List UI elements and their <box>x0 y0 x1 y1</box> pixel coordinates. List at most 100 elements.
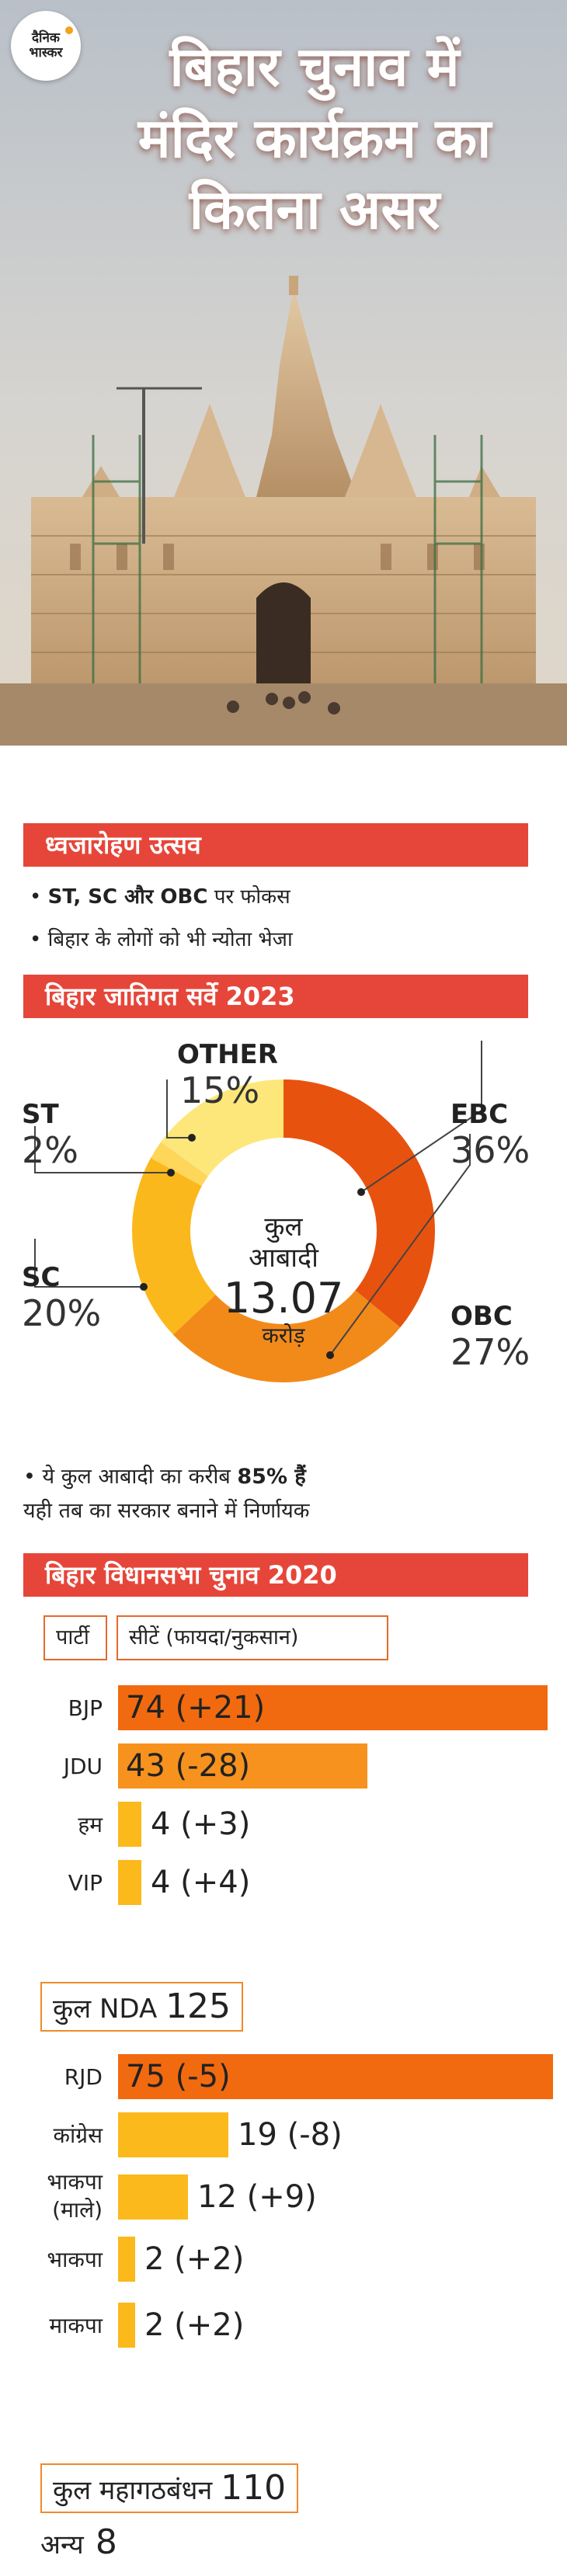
donut-center: कुल आबादी 13.07 करोड़ <box>202 1212 365 1348</box>
mgb-total-box: कुल महागठबंधन 110 <box>40 2463 299 2513</box>
party-label-6-line-0: भाकपा <box>47 2169 103 2195</box>
leader-line-ebc <box>360 1041 482 1193</box>
party-label-3: VIP <box>68 1869 103 1897</box>
bar-value-label-8: 2 (+2) <box>144 2307 245 2343</box>
column-header-seats: सीटें (फायदा/नुकसान) <box>117 1615 388 1660</box>
label-sc-name: SC <box>22 1262 61 1293</box>
bullet-item-1: • ST, SC और OBC पर फोकस <box>30 885 290 909</box>
mgb-total-value: 110 <box>221 2468 287 2508</box>
leader-line-sc <box>34 1239 144 1288</box>
party-label-1: JDU <box>64 1753 103 1781</box>
label-obc-value: 27% <box>450 1331 530 1373</box>
leader-line-st-dot <box>167 1169 175 1177</box>
bar-value-label-4: 75 (-5) <box>126 2059 231 2095</box>
center-line2: आबादी <box>249 1243 318 1274</box>
note-line-1-bold: 85% हैं <box>237 1465 306 1489</box>
survey-note: • ये कुल आबादी का करीब 85% हैं यही तब का… <box>23 1460 310 1528</box>
leader-line-obc-dot <box>326 1351 334 1359</box>
label-other-value: 15% <box>180 1069 260 1111</box>
note-line-1-prefix: • ये कुल आबादी का करीब <box>23 1465 238 1489</box>
bar-value-label-2: 4 (+3) <box>151 1806 251 1842</box>
temple-illustration <box>0 0 567 815</box>
bar-0 <box>118 1685 548 1730</box>
section-heading-flag-festival: ध्वजारोहण उत्सव <box>23 823 528 867</box>
logo-line1: दैनिक <box>32 30 60 46</box>
party-label-5: कांग्रेस <box>54 2122 103 2150</box>
label-st: ST 2% <box>22 1099 78 1170</box>
label-st-value: 2% <box>22 1129 78 1171</box>
party-label-0: BJP <box>68 1695 103 1723</box>
nda-total-label: कुल NDA <box>53 1994 158 2025</box>
leader-line-sc-dot <box>140 1283 148 1291</box>
leader-line-other-dot <box>188 1134 196 1142</box>
title-line-2: मंदिर कार्यक्रम का <box>137 106 492 170</box>
center-unit: करोड़ <box>262 1323 305 1348</box>
bar-2 <box>118 1802 141 1847</box>
party-label-0-line-0: BJP <box>68 1695 103 1721</box>
label-obc-name: OBC <box>450 1301 513 1332</box>
section-heading-election-2020: बिहार विधानसभा चुनाव 2020 <box>23 1553 528 1597</box>
label-obc: OBC 27% <box>450 1301 530 1372</box>
party-label-1-line-0: JDU <box>63 1754 103 1779</box>
label-sc-value: 20% <box>22 1292 102 1334</box>
bullet-item-2: • बिहार के लोगों को भी न्योता भेजा <box>30 928 293 951</box>
others-value: 8 <box>95 2522 117 2562</box>
party-label-4-line-0: RJD <box>64 2064 103 2090</box>
title-line-1: बिहार चुनाव में <box>169 35 460 99</box>
bar-7 <box>118 2237 135 2282</box>
party-label-2: हम <box>78 1811 103 1839</box>
donut-slice-ebc <box>284 1079 435 1328</box>
bar-value-label-0: 74 (+21) <box>126 1690 266 1726</box>
donut-slice-obc <box>172 1290 401 1382</box>
nda-total-box: कुल NDA 125 <box>40 1982 244 2032</box>
brand-logo: दैनिक भास्कर <box>11 11 81 81</box>
bar-value-label-1: 43 (-28) <box>126 1748 251 1784</box>
note-line-2: यही तब का सरकार बनाने में निर्णायक <box>23 1499 310 1523</box>
party-label-3-line-0: VIP <box>68 1870 103 1896</box>
bar-6 <box>118 2174 188 2220</box>
bar-value-label-5: 19 (-8) <box>238 2117 343 2153</box>
party-label-2-line-0: हम <box>78 1812 103 1837</box>
leader-line-ebc-dot <box>357 1188 365 1196</box>
label-ebc-value: 36% <box>450 1129 530 1171</box>
bullet-1-bold: ST, SC और OBC <box>47 885 208 909</box>
page-title: बिहार चुनाव में मंदिर कार्यक्रम का कितना… <box>78 31 551 245</box>
bar-3 <box>118 1860 141 1905</box>
center-line1: कुल <box>264 1212 303 1243</box>
leader-line-other <box>166 1079 192 1139</box>
donut-slice-st <box>151 1142 208 1187</box>
hero-banner: दैनिक भास्कर बिहार चुनाव में मंदिर कार्य… <box>0 0 567 815</box>
bar-5 <box>118 2112 228 2157</box>
label-st-name: ST <box>22 1099 59 1130</box>
others-row: अन्य 8 <box>40 2522 117 2562</box>
bar-value-label-3: 4 (+4) <box>151 1865 251 1900</box>
donut-slice-other <box>161 1079 284 1177</box>
bar-4 <box>118 2054 553 2099</box>
leader-line-obc <box>329 1134 471 1356</box>
caste-donut-chart <box>34 1041 482 1382</box>
leader-line-st <box>34 1126 171 1173</box>
note-line-1: • ये कुल आबादी का करीब 85% हैं <box>23 1460 310 1494</box>
logo-dot-icon <box>65 26 73 34</box>
title-line-3: कितना असर <box>189 178 440 242</box>
center-value: 13.07 <box>223 1274 344 1323</box>
logo-line2: भास्कर <box>29 45 63 61</box>
donut-slice-sc <box>131 1158 216 1335</box>
label-other: OTHER 15% <box>177 1039 278 1111</box>
party-label-6-line-1: (माले) <box>52 2197 103 2223</box>
label-ebc: EBC 36% <box>450 1099 530 1170</box>
party-label-7-line-0: भाकपा <box>47 2247 103 2272</box>
party-label-4: RJD <box>64 2063 103 2091</box>
bullet-1-text: पर फोकस <box>207 885 290 909</box>
column-header-party: पार्टी <box>43 1615 107 1660</box>
others-label: अन्य <box>40 2529 84 2560</box>
party-label-7: भाकपा <box>47 2246 103 2274</box>
party-label-8-line-0: माकपा <box>49 2313 103 2338</box>
bar-value-label-7: 2 (+2) <box>144 2241 245 2277</box>
party-label-6: भाकपा (माले) <box>47 2168 103 2224</box>
section-heading-caste-survey: बिहार जातिगत सर्वे 2023 <box>23 975 528 1018</box>
bullet-2-text: बिहार के लोगों को भी न्योता भेजा <box>47 928 293 951</box>
label-other-name: OTHER <box>177 1039 278 1070</box>
bar-8 <box>118 2303 135 2348</box>
bar-value-label-6: 12 (+9) <box>197 2179 317 2215</box>
